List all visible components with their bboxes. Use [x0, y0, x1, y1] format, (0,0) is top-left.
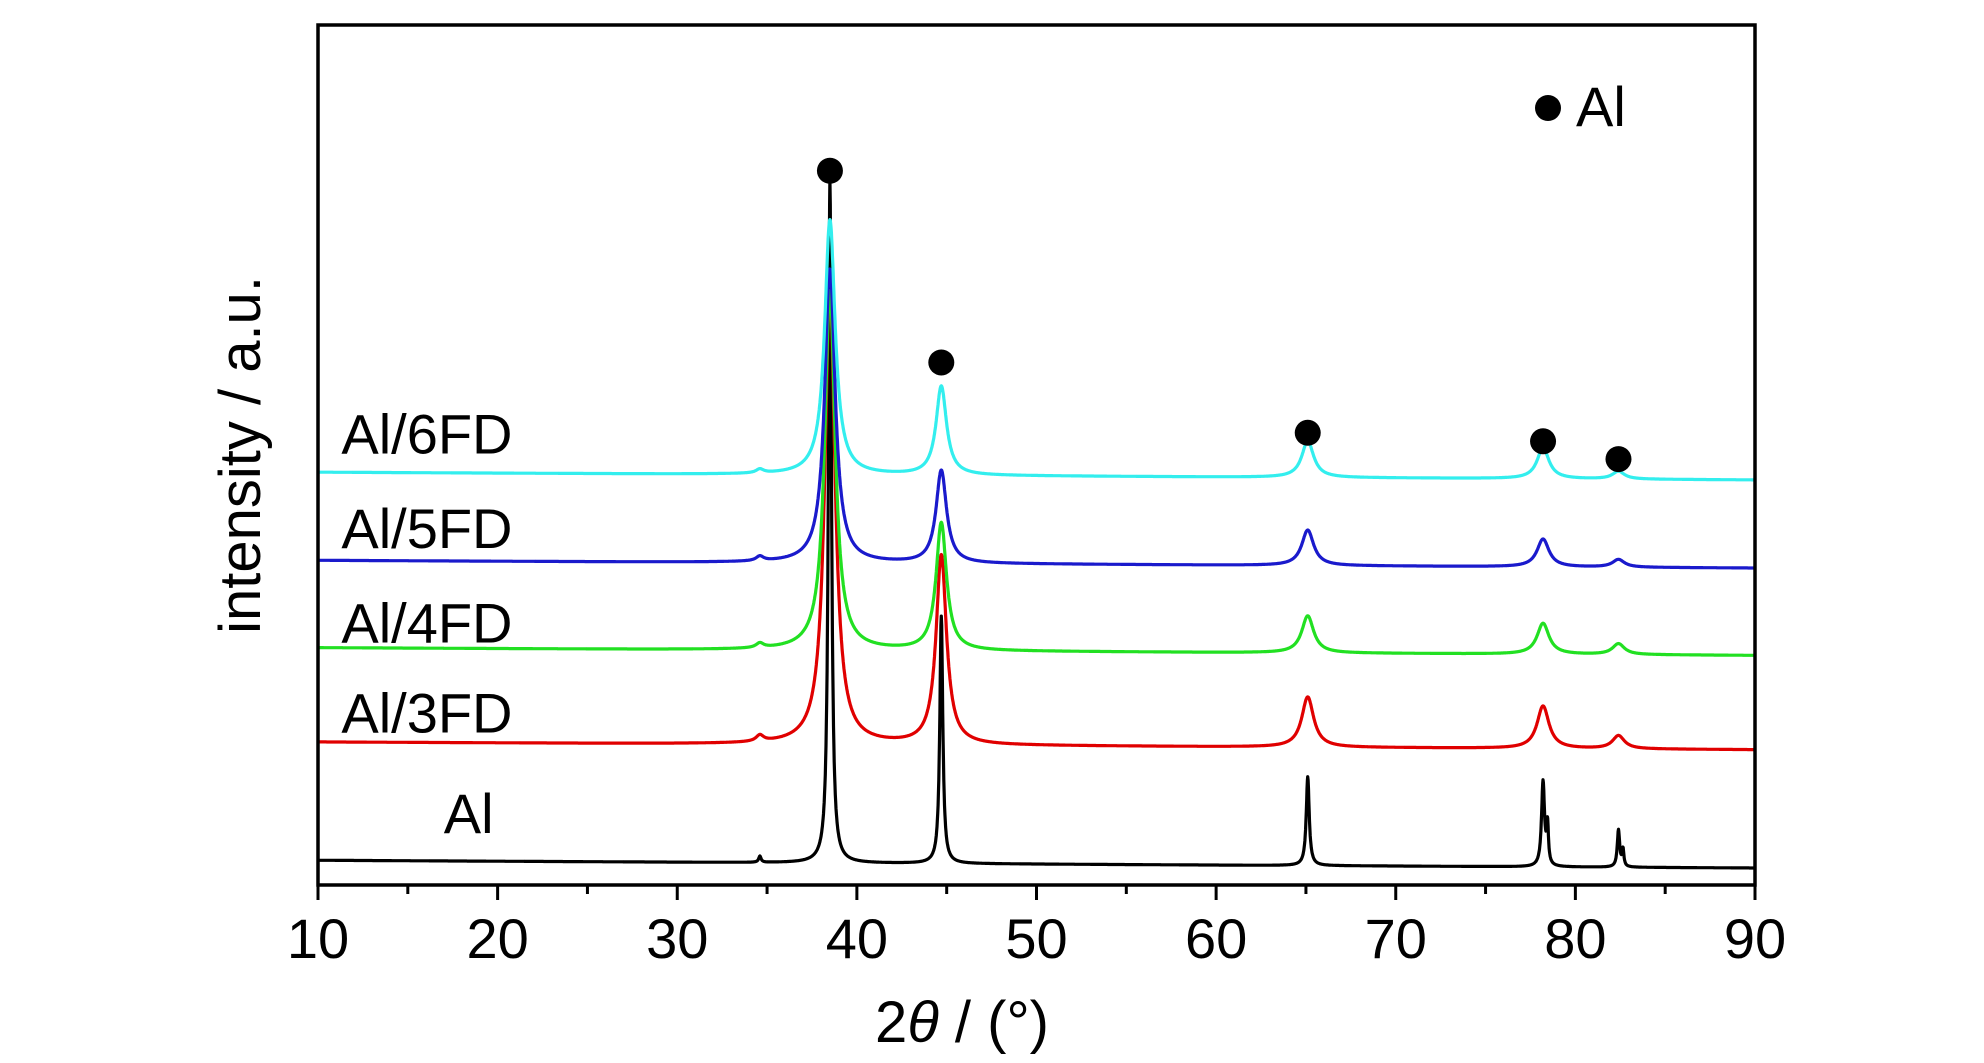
x-tick-label: 30 — [646, 907, 708, 970]
x-tick-label: 60 — [1185, 907, 1247, 970]
legend-marker-icon — [1535, 95, 1561, 121]
y-axis-title: intensity / a.u. — [208, 276, 273, 634]
x-axis-title: 2θ / (°) — [875, 990, 1049, 1055]
series-label-al-4fd: Al/4FD — [341, 591, 512, 654]
x-tick-label: 70 — [1365, 907, 1427, 970]
x-tick-label: 80 — [1544, 907, 1606, 970]
x-axis-title-symbol: θ — [907, 990, 938, 1055]
x-axis: 10 20 30 40 50 60 70 80 90 — [287, 885, 1786, 970]
x-tick-label: 90 — [1724, 907, 1786, 970]
peak-marker-icon — [1530, 428, 1557, 455]
x-tick-label: 40 — [826, 907, 888, 970]
series-label-al: Al — [444, 782, 494, 845]
x-tick-label: 20 — [466, 907, 528, 970]
series-label-al-5fd: Al/5FD — [341, 497, 512, 560]
series-line-al-5fd — [316, 267, 1757, 570]
series-label-al-6fd: Al/6FD — [341, 403, 512, 466]
peak-marker-icon — [1605, 446, 1632, 473]
legend: Al — [1535, 75, 1626, 138]
x-axis-title-prefix: 2 — [875, 990, 907, 1055]
series-labels-layer: Al Al/3FD Al/4FD Al/5FD Al/6FD — [341, 403, 512, 846]
x-tick-label: 10 — [287, 907, 349, 970]
peak-marker-icon — [816, 157, 843, 184]
series-line-al-4fd — [316, 289, 1757, 657]
series-label-al-3fd: Al/3FD — [341, 682, 512, 745]
x-axis-title-suffix: / (°) — [939, 990, 1049, 1055]
x-tick-label: 50 — [1005, 907, 1067, 970]
series-line-al — [316, 177, 1757, 870]
peak-marker-icon — [928, 349, 955, 376]
peak-marker-icon — [1294, 419, 1321, 446]
series-line-al-6fd — [316, 218, 1757, 482]
legend-label: Al — [1576, 75, 1626, 138]
series-layer — [316, 177, 1757, 870]
peak-markers-layer — [816, 157, 1632, 473]
series-line-al-3fd — [316, 290, 1757, 752]
